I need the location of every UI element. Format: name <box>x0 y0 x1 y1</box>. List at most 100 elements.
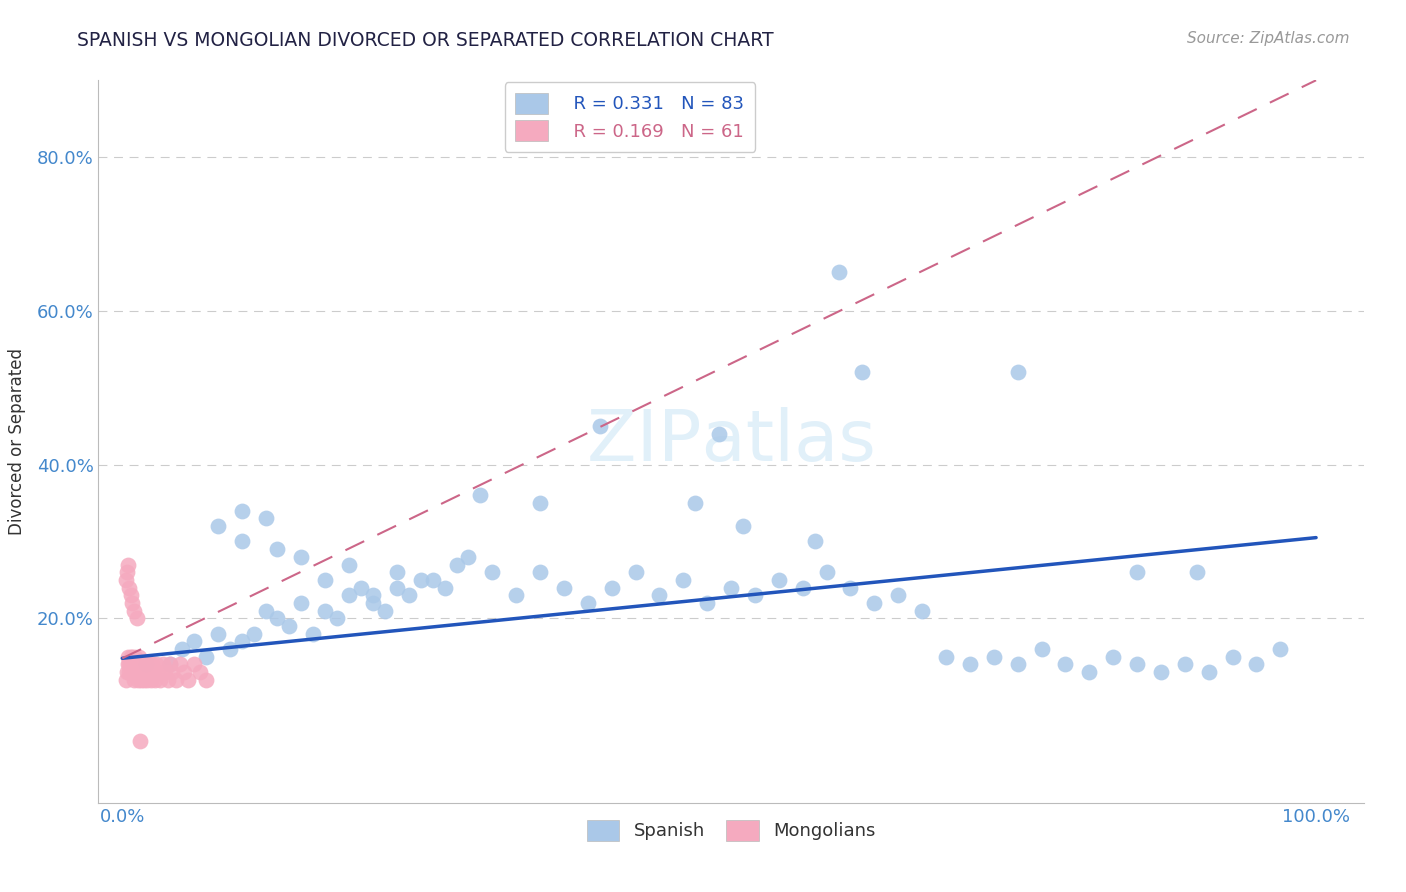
Point <box>131 673 153 687</box>
Point <box>231 504 253 518</box>
Point <box>118 581 141 595</box>
Point <box>589 419 612 434</box>
Point <box>122 604 145 618</box>
Point <box>624 565 647 579</box>
Point <box>1078 665 1101 680</box>
Point <box>146 665 169 680</box>
Point <box>839 581 862 595</box>
Point <box>183 634 205 648</box>
Point <box>141 657 163 672</box>
Point <box>672 573 695 587</box>
Point <box>231 634 253 648</box>
Point <box>124 665 146 680</box>
Point <box>159 657 181 672</box>
Point <box>337 588 360 602</box>
Point <box>720 581 742 595</box>
Point <box>118 657 141 672</box>
Point <box>194 673 217 687</box>
Point <box>122 665 145 680</box>
Point <box>385 565 408 579</box>
Point <box>134 657 156 672</box>
Point <box>207 626 229 640</box>
Point <box>576 596 599 610</box>
Point <box>136 673 159 687</box>
Point <box>254 511 277 525</box>
Point <box>122 657 145 672</box>
Point <box>121 649 143 664</box>
Point <box>433 581 456 595</box>
Point <box>709 426 731 441</box>
Point <box>863 596 886 610</box>
Point <box>350 581 373 595</box>
Point <box>218 642 240 657</box>
Point <box>115 573 138 587</box>
Point <box>121 596 143 610</box>
Point <box>120 649 142 664</box>
Point <box>152 657 174 672</box>
Point <box>145 657 167 672</box>
Point <box>122 657 145 672</box>
Point <box>685 496 707 510</box>
Point <box>505 588 527 602</box>
Point <box>129 665 152 680</box>
Legend: Spanish, Mongolians: Spanish, Mongolians <box>579 813 883 848</box>
Point <box>959 657 981 672</box>
Point <box>1198 665 1220 680</box>
Point <box>162 665 184 680</box>
Point <box>337 558 360 572</box>
Point <box>1031 642 1053 657</box>
Point <box>120 657 142 672</box>
Point <box>326 611 349 625</box>
Point <box>1222 649 1244 664</box>
Point <box>266 542 288 557</box>
Point <box>1007 657 1029 672</box>
Point <box>142 665 165 680</box>
Point <box>143 673 166 687</box>
Point <box>120 588 142 602</box>
Point <box>314 573 336 587</box>
Point <box>446 558 468 572</box>
Point <box>177 673 200 687</box>
Point <box>155 665 177 680</box>
Point <box>1126 657 1149 672</box>
Point <box>648 588 671 602</box>
Point <box>290 549 312 564</box>
Point <box>183 657 205 672</box>
Point <box>117 649 139 664</box>
Point <box>827 265 849 279</box>
Point <box>135 657 157 672</box>
Point <box>242 626 264 640</box>
Point <box>314 604 336 618</box>
Point <box>361 588 384 602</box>
Point <box>1246 657 1268 672</box>
Point <box>169 657 191 672</box>
Point <box>792 581 814 595</box>
Point <box>122 673 145 687</box>
Point <box>159 657 181 672</box>
Point <box>1054 657 1077 672</box>
Point <box>529 565 551 579</box>
Point <box>457 549 479 564</box>
Point <box>266 611 288 625</box>
Point <box>1270 642 1292 657</box>
Point <box>118 665 141 680</box>
Point <box>768 573 790 587</box>
Point <box>132 673 155 687</box>
Point <box>1174 657 1197 672</box>
Point <box>129 734 152 748</box>
Point <box>278 619 301 633</box>
Point <box>529 496 551 510</box>
Point <box>385 581 408 595</box>
Point <box>398 588 420 602</box>
Point <box>165 673 187 687</box>
Point <box>1102 649 1125 664</box>
Point <box>803 534 825 549</box>
Point <box>138 657 160 672</box>
Point <box>129 657 152 672</box>
Point <box>731 519 754 533</box>
Point <box>470 488 492 502</box>
Point <box>115 665 138 680</box>
Point <box>173 665 195 680</box>
Point <box>115 673 138 687</box>
Point <box>117 657 139 672</box>
